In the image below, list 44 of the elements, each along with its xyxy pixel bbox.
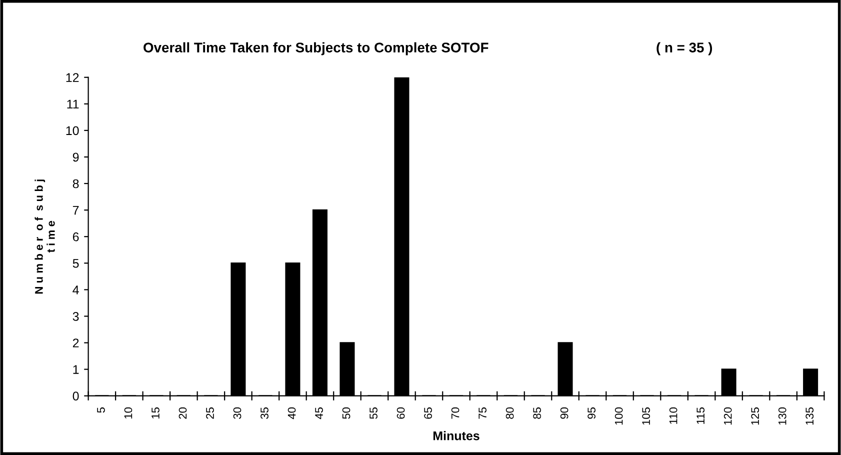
y-tick-label: 9 — [72, 152, 79, 162]
x-tick-label: 70 — [451, 407, 460, 419]
x-tick-label: 135 — [806, 407, 814, 425]
y-tick-label: 10 — [66, 126, 79, 136]
x-axis-title: Minutes — [433, 431, 480, 440]
y-tick-label: 5 — [72, 259, 79, 268]
x-tick-label: 95 — [588, 407, 596, 419]
y-tick-label: 2 — [72, 338, 79, 348]
x-tick-label: 10 — [124, 407, 132, 418]
x-tick-label: 50 — [342, 407, 350, 419]
x-tick-label: 45 — [315, 407, 323, 420]
x-tick-label: 115 — [696, 407, 705, 424]
x-tick-label: 25 — [206, 407, 214, 419]
y-axis-title: N u m b e r o f s u b j t i m e — [34, 180, 55, 294]
x-tick-label: 130 — [778, 407, 786, 425]
y-tick-label: 7 — [72, 206, 79, 215]
y-tick-label: 4 — [72, 286, 79, 294]
x-tick-label: 125 — [751, 407, 760, 425]
x-tick-label: 55 — [370, 407, 378, 419]
chart-title: Overall Time Taken for Subjects to Complete SOTOF — [144, 42, 488, 56]
y-tick-label: 0 — [72, 392, 79, 400]
x-tick-label: 75 — [478, 407, 486, 419]
y-tick-label: 11 — [67, 100, 79, 108]
x-tick-label: 120 — [724, 407, 732, 425]
x-tick-label: 35 — [260, 407, 268, 419]
chart-subtitle: ( n = 35 ) — [656, 42, 712, 56]
x-tick-label: 40 — [288, 407, 296, 420]
x-tick-label: 65 — [424, 407, 432, 419]
x-tick-label: 100 — [614, 407, 623, 425]
x-tick-label: 30 — [233, 407, 242, 419]
x-tick-label: 105 — [642, 407, 650, 425]
y-tick-label: 8 — [72, 179, 79, 188]
x-tick-label: 15 — [152, 407, 160, 418]
y-tick-label: 3 — [72, 312, 79, 321]
y-tick-label: 6 — [72, 232, 79, 242]
y-tick-label: 12 — [66, 73, 79, 82]
x-tick-label: 60 — [396, 407, 405, 419]
x-tick-label: 110 — [669, 407, 678, 424]
x-tick-label: 90 — [560, 407, 568, 419]
x-tick-label: 85 — [533, 407, 541, 419]
x-tick-label: 5 — [97, 407, 105, 413]
y-tick-label: 1 — [73, 365, 79, 374]
x-tick-label: 20 — [178, 407, 187, 419]
x-tick-label: 80 — [506, 407, 514, 419]
